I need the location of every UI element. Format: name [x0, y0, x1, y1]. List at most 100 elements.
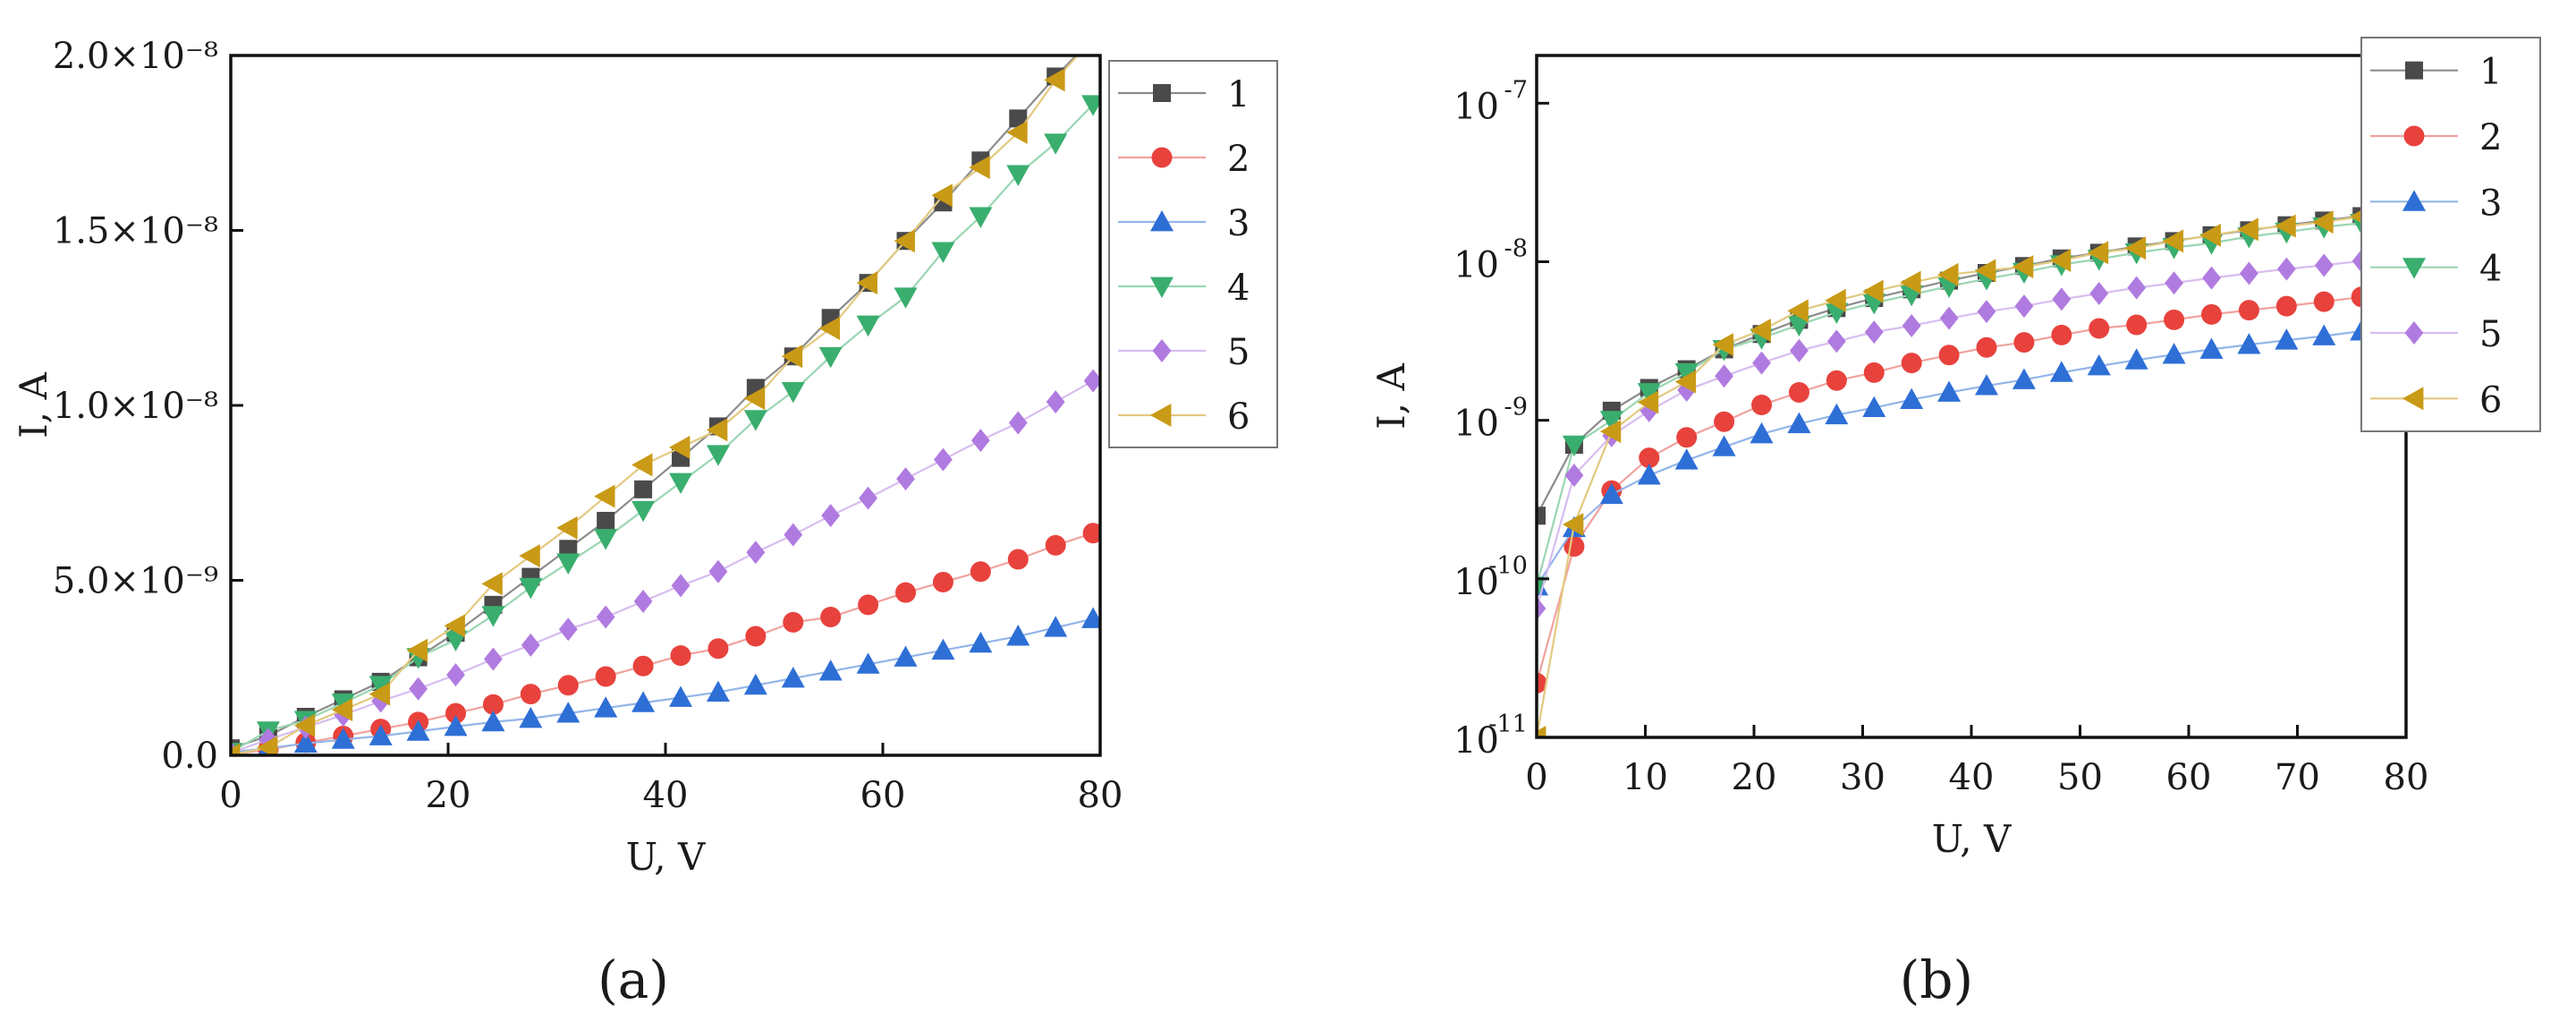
x-tick-label-a-1: 20: [426, 775, 471, 816]
data-point-b-6-4: [1674, 370, 1697, 394]
data-point-b-6-14: [2049, 248, 2072, 272]
legend-marker-b-1: [2405, 61, 2423, 80]
x-tick-label-b-1: 10: [1623, 757, 1668, 798]
data-point-a-3-2: [293, 731, 318, 753]
legend-label-a-4: 4: [1227, 268, 1250, 309]
data-point-a-1-23: [1084, 29, 1102, 47]
data-point-a-2-13: [708, 638, 729, 660]
data-point-b-2-19: [2238, 300, 2259, 321]
data-point-a-6-18: [894, 229, 915, 253]
y-axis-title-a: I, A: [12, 372, 55, 438]
y-tick-label-a-0: 0.0: [161, 736, 218, 777]
data-point-a-3-6: [444, 714, 468, 736]
data-point-a-2-22: [1045, 534, 1066, 556]
y-tick-label-b-1: 10: [1453, 562, 1499, 603]
data-point-b-5-8: [1826, 329, 1846, 353]
legend-marker-a-1: [1153, 84, 1171, 102]
data-point-b-3-10: [1900, 387, 1924, 409]
legend-marker-b-4: [2402, 258, 2426, 279]
data-point-a-3-23: [1081, 607, 1100, 628]
x-axis-title-a: U, V: [626, 835, 706, 879]
data-point-a-4-19: [931, 242, 955, 263]
data-point-b-6-21: [2312, 210, 2334, 234]
data-point-a-6-21: [1006, 121, 1028, 145]
legend-frame-b: [2360, 37, 2541, 432]
data-point-a-6-8: [519, 544, 540, 568]
data-point-a-6-15: [781, 345, 803, 369]
data-point-a-4-11: [631, 500, 656, 523]
y-tick-label-b-2: 10: [1453, 404, 1499, 445]
data-point-a-3-10: [594, 696, 618, 718]
data-point-a-2-23: [1082, 523, 1100, 544]
data-point-b-5-10: [1902, 313, 1921, 337]
data-point-a-5-13: [708, 559, 728, 583]
y-axis-title-b: I, A: [1369, 363, 1413, 430]
data-point-a-4-12: [669, 472, 693, 495]
data-point-b-3-19: [2237, 333, 2261, 354]
series-a-6: [231, 55, 1080, 755]
data-point-b-3-3: [1637, 464, 1661, 485]
legend-label-b-6: 6: [2479, 379, 2502, 421]
data-point-b-3-5: [1712, 435, 1736, 456]
data-point-b-5-5: [1715, 364, 1733, 388]
x-tick-label-b-3: 30: [1840, 757, 1885, 798]
data-point-b-3-7: [1787, 412, 1811, 434]
legend-marker-b-3: [2402, 190, 2426, 211]
y-tick-exponent-b-1: -10: [1488, 552, 1528, 580]
data-point-b-2-16: [2126, 314, 2148, 336]
legend-label-b-5: 5: [2479, 314, 2502, 355]
series-line-a-2: [231, 532, 1094, 755]
x-tick-label-b-4: 40: [1949, 757, 1995, 798]
chart-panel-a: (a) 0 20 40 60 80 0.0 5.0×10⁻⁹ 1.0×10⁻⁸ 1.5×10⁻⁸…: [12, 29, 1278, 1010]
data-point-a-5-19: [934, 447, 953, 472]
data-point-a-5-16: [821, 504, 841, 528]
data-point-b-6-15: [2087, 241, 2109, 265]
data-point-a-3-3: [331, 728, 355, 749]
data-point-b-6-11: [1937, 262, 1959, 286]
data-point-a-3-11: [631, 691, 656, 712]
data-point-b-5-16: [2127, 276, 2147, 300]
data-point-b-3-12: [1975, 374, 1999, 396]
data-point-a-3-8: [519, 706, 543, 728]
data-point-b-6-6: [1750, 318, 1771, 342]
data-point-b-2-8: [1826, 370, 1847, 391]
data-point-b-6-12: [1975, 259, 1996, 283]
data-point-a-6-16: [818, 316, 841, 340]
data-point-b-5-0: [1537, 596, 1546, 620]
legend-label-a-6: 6: [1227, 396, 1250, 438]
y-tick-label-b-4: 10: [1453, 86, 1499, 127]
data-point-a-5-23: [1083, 369, 1100, 393]
data-point-a-4-23: [1081, 95, 1100, 116]
data-point-a-1-10: [597, 512, 615, 531]
data-point-a-3-12: [669, 685, 693, 707]
data-point-b-2-20: [2275, 295, 2297, 317]
x-tick-label-b-5: 50: [2057, 757, 2103, 798]
data-point-b-5-12: [1977, 300, 1996, 324]
data-point-a-5-5: [409, 677, 428, 701]
data-point-a-4-10: [594, 529, 618, 550]
legend-marker-b-5: [2404, 321, 2424, 345]
data-point-b-6-10: [1900, 270, 1921, 294]
data-point-b-4-2: [1599, 411, 1623, 432]
legend-marker-b-6: [2402, 387, 2424, 411]
series-b-5: [1537, 245, 2406, 620]
data-point-a-2-8: [520, 684, 541, 705]
data-point-b-6-17: [2162, 229, 2183, 253]
data-point-b-3-6: [1750, 421, 1774, 444]
legend-label-b-1: 1: [2479, 52, 2502, 93]
data-point-a-3-18: [894, 645, 918, 667]
data-point-b-6-3: [1637, 390, 1659, 414]
legend-marker-a-5: [1152, 339, 1172, 362]
legend-marker-a-2: [1151, 147, 1173, 168]
data-point-a-3-15: [781, 666, 805, 688]
data-point-b-6-18: [2199, 223, 2221, 247]
data-point-b-3-16: [2124, 348, 2148, 370]
legend-label-a-5: 5: [1227, 332, 1250, 373]
data-point-a-2-17: [858, 594, 879, 616]
data-point-a-4-7: [481, 606, 505, 627]
data-point-a-5-8: [521, 633, 540, 657]
data-point-a-6-13: [706, 418, 728, 442]
data-point-b-5-20: [2276, 257, 2296, 281]
data-point-a-3-19: [931, 638, 955, 660]
data-point-b-6-13: [2012, 255, 2034, 279]
